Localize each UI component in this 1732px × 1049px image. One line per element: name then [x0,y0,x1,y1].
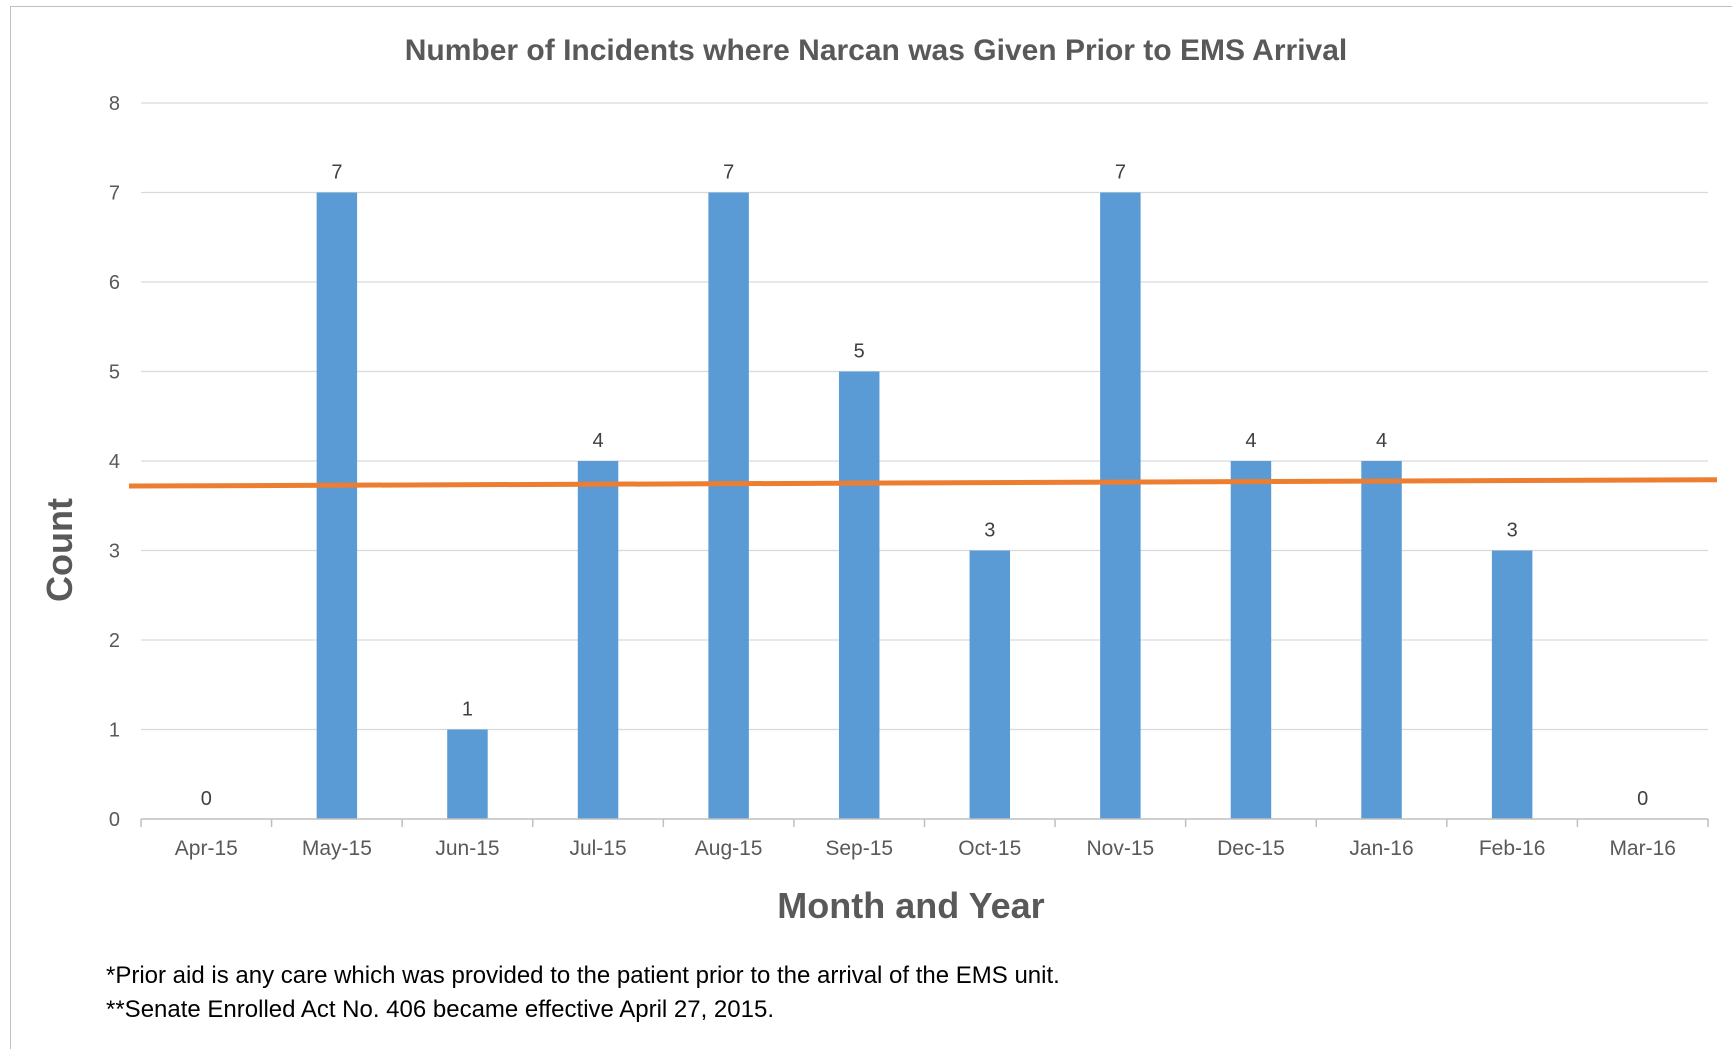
x-tick-label: Mar-16 [1609,837,1676,860]
data-label: 7 [331,162,342,184]
x-tick-label: Dec-15 [1217,837,1285,860]
data-label: 1 [462,699,473,721]
data-label: 4 [1376,430,1387,452]
y-tick-label: 3 [109,541,120,563]
x-axis [140,818,1709,827]
data-label: 3 [1507,520,1518,542]
x-tick-label: Jun-15 [435,837,499,860]
x-tick-label: Jan-16 [1349,837,1413,860]
bar [1491,550,1533,819]
bar [1100,192,1141,819]
y-tick-label: 8 [109,93,120,115]
bar [969,550,1011,819]
x-tick-label: Aug-15 [695,837,763,860]
y-axis-ticks: 0 1 2 3 4 5 6 7 8 [109,93,120,831]
data-label: 7 [723,162,734,184]
bar [708,192,749,819]
bar [447,729,488,819]
data-label: 7 [1115,162,1126,184]
x-tick-label: Apr-15 [175,837,238,860]
x-axis-title: Month and Year [777,885,1044,926]
x-tick-label: Feb-16 [1479,837,1546,860]
x-tick-label: Nov-15 [1087,837,1155,860]
y-tick-label: 4 [109,451,120,473]
footnote-prior-aid: *Prior aid is any care which was provide… [106,962,1060,989]
data-label: 4 [592,430,603,452]
x-tick-label: Sep-15 [825,837,893,860]
data-label: 0 [201,788,212,810]
data-label: 0 [1637,788,1648,810]
x-tick-label: Jul-15 [569,837,626,860]
y-axis-title: Count [39,498,80,602]
bar [316,192,358,819]
trendline-group [128,477,1718,489]
bar [838,371,880,819]
footnote-senate-act: **Senate Enrolled Act No. 406 became eff… [106,996,774,1023]
data-label: 3 [984,520,995,542]
y-tick-label: 5 [109,362,120,384]
x-tick-label: Oct-15 [958,837,1021,860]
y-tick-label: 2 [109,630,120,652]
data-label: 4 [1245,430,1256,452]
y-tick-label: 7 [109,183,120,205]
bar [577,461,619,819]
y-tick-label: 0 [109,809,120,831]
chart-title: Number of Incidents where Narcan was Giv… [405,34,1347,67]
y-tick-label: 6 [109,272,120,294]
y-tick-label: 1 [109,720,120,742]
bar [1361,461,1402,819]
data-label: 5 [854,341,865,363]
gridlines [141,102,1708,731]
x-axis-ticks: Apr-15 May-15 Jun-15 Jul-15 Aug-15 Sep-15 Oct-… [175,837,1676,860]
x-tick-label: May-15 [302,837,372,860]
bar [1230,461,1272,819]
bars [316,192,1533,819]
trendline [128,477,1718,489]
